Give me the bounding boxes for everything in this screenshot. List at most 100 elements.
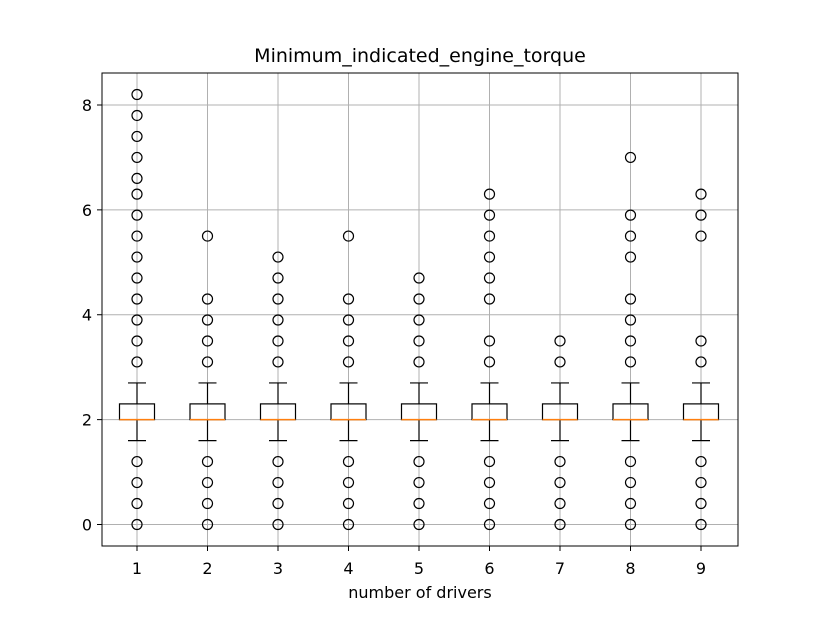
flier-point (413, 497, 425, 510)
x-tick-label: 5 (414, 559, 424, 578)
flier-point (272, 293, 284, 305)
x-tick-label: 8 (625, 559, 635, 578)
box-group-3 (259, 251, 297, 531)
flier-point (201, 314, 214, 326)
flier-point (413, 335, 425, 347)
flier-point (624, 314, 637, 326)
flier-point (695, 230, 707, 242)
flier-point (483, 356, 496, 368)
flier-point (413, 272, 425, 284)
flier-point (695, 335, 707, 347)
flier-point (131, 209, 143, 221)
flier-point (695, 518, 707, 531)
flier-point (624, 151, 637, 164)
flier-point (483, 497, 496, 510)
flier-point (483, 272, 496, 284)
flier-point (624, 455, 637, 468)
flier-point (483, 230, 496, 242)
flier-point (272, 335, 284, 347)
flier-point (131, 455, 143, 468)
flier-point (272, 476, 284, 489)
flier-point (201, 455, 214, 468)
flier-point (272, 455, 284, 468)
ticks-layer: 0 2 4 6 8 1 2 3 4 5 6 7 8 9 (82, 96, 706, 578)
flier-point (342, 314, 355, 326)
flier-point (695, 497, 707, 510)
flier-point (342, 455, 355, 468)
flier-point (413, 314, 425, 326)
flier-point (201, 230, 214, 242)
flier-point (413, 455, 425, 468)
box-group-6 (471, 188, 508, 531)
flier-point (131, 130, 143, 143)
flier-point (342, 335, 355, 347)
box-group-2 (189, 230, 226, 531)
flier-point (272, 272, 284, 284)
flier-point (131, 272, 143, 284)
flier-point (413, 518, 425, 531)
flier-point (131, 172, 143, 185)
flier-point (342, 293, 355, 305)
flier-point (342, 230, 355, 242)
x-tick-label: 1 (132, 559, 142, 578)
flier-point (624, 251, 637, 263)
flier-point (624, 497, 637, 510)
flier-point (413, 356, 425, 368)
x-tick-label: 7 (555, 559, 565, 578)
flier-point (413, 476, 425, 489)
flier-point (201, 335, 214, 347)
flier-point (413, 293, 425, 305)
flier-point (554, 455, 566, 468)
flier-point (131, 251, 143, 263)
flier-point (201, 356, 214, 368)
flier-point (695, 188, 707, 200)
flier-point (342, 476, 355, 489)
y-tick-label: 0 (82, 516, 92, 535)
x-tick-label: 2 (202, 559, 212, 578)
box-group-8 (612, 151, 649, 531)
x-tick-label: 9 (696, 559, 706, 578)
x-tick-label: 4 (343, 559, 353, 578)
flier-point (624, 356, 637, 368)
flier-point (131, 335, 143, 347)
box-group-7 (541, 335, 579, 531)
flier-point (483, 335, 496, 347)
flier-point (342, 356, 355, 368)
flier-point (131, 476, 143, 489)
flier-point (131, 356, 143, 368)
flier-point (554, 476, 566, 489)
flier-point (272, 497, 284, 510)
flier-point (624, 209, 637, 221)
y-tick-label: 2 (82, 411, 92, 430)
x-tick-label: 6 (484, 559, 494, 578)
y-tick-label: 4 (82, 306, 92, 325)
flier-point (624, 518, 637, 531)
x-axis-label: number of drivers (348, 583, 491, 602)
plot-frame (101, 72, 739, 547)
marks-layer (118, 88, 720, 531)
box-group-4 (330, 230, 367, 531)
flier-point (201, 497, 214, 510)
flier-point (483, 209, 496, 221)
flier-point (131, 88, 143, 101)
flier-point (272, 356, 284, 368)
flier-point (131, 230, 143, 242)
flier-point (483, 518, 496, 531)
flier-point (695, 209, 707, 221)
flier-point (131, 497, 143, 510)
box-group-9 (682, 188, 720, 531)
flier-point (342, 518, 355, 531)
flier-point (695, 356, 707, 368)
flier-point (131, 109, 143, 122)
flier-point (131, 518, 143, 531)
flier-point (554, 356, 566, 368)
flier-point (131, 151, 143, 164)
flier-point (131, 293, 143, 305)
x-tick-label: 3 (273, 559, 283, 578)
box-group-1 (118, 88, 156, 531)
box-group-5 (400, 272, 438, 531)
flier-point (483, 251, 496, 263)
flier-point (554, 518, 566, 531)
flier-point (624, 293, 637, 305)
